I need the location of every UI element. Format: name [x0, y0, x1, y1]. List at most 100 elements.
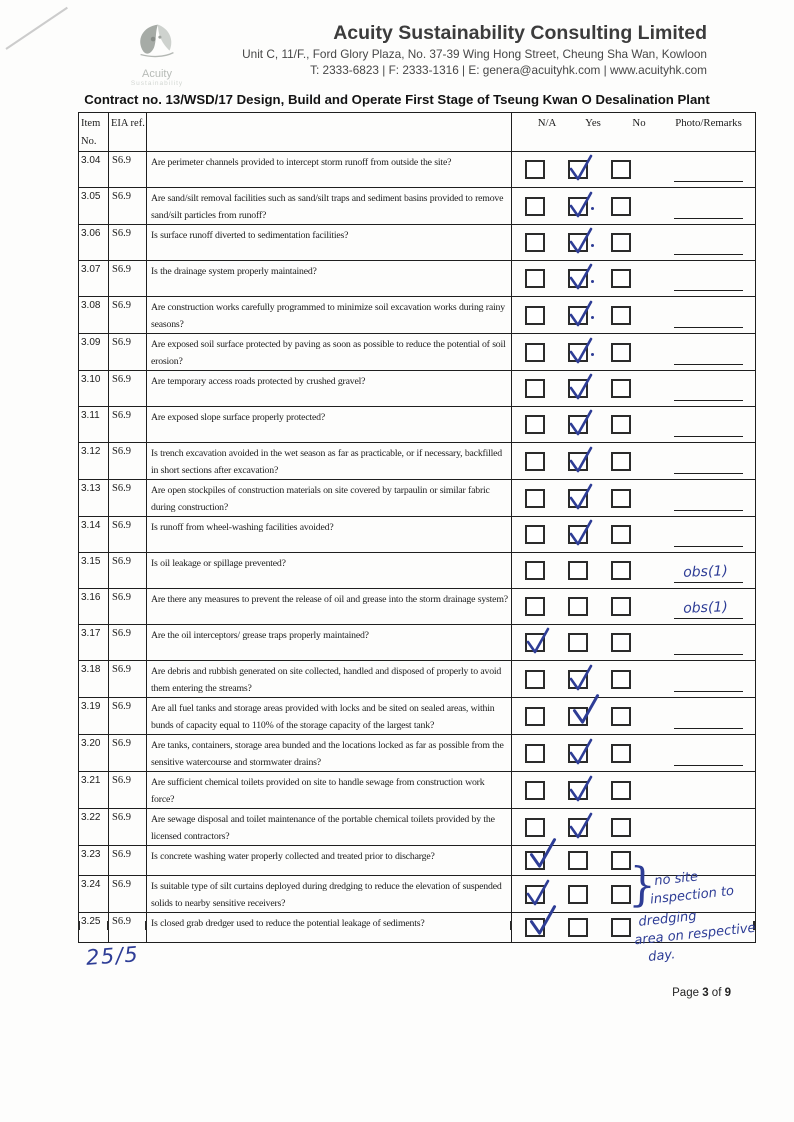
answer-cell — [511, 516, 756, 553]
scan-artifact-stub — [107, 921, 109, 930]
na-checkbox[interactable] — [525, 597, 545, 616]
no-checkbox[interactable] — [611, 743, 631, 763]
item-no-cell: 3.24 — [78, 875, 109, 913]
handwritten-note: no site inspection to dredging area on resp… — [634, 858, 794, 966]
na-checkbox[interactable] — [525, 488, 545, 508]
yes-checkbox[interactable] — [568, 300, 594, 326]
answer-cell — [511, 187, 756, 225]
na-checkbox[interactable] — [525, 669, 545, 689]
table-row: 3.18 S6.9 Are debris and rubbish generat… — [78, 660, 756, 698]
table-row: 3.16 S6.9 Are there any measures to prev… — [78, 588, 756, 625]
no-checkbox[interactable] — [611, 780, 631, 800]
na-checkbox[interactable] — [525, 817, 545, 837]
yes-checkbox[interactable] — [568, 483, 593, 509]
no-checkbox[interactable] — [611, 597, 631, 616]
yes-checkbox[interactable] — [568, 561, 588, 580]
yes-checkbox[interactable] — [568, 851, 588, 870]
no-checkbox[interactable] — [611, 851, 631, 870]
check-tick-icon — [569, 775, 593, 801]
na-checkbox[interactable] — [525, 561, 545, 580]
na-checkbox[interactable] — [525, 627, 550, 654]
na-checkbox[interactable] — [525, 706, 545, 726]
answer-cell — [511, 224, 756, 261]
yes-checkbox[interactable] — [568, 227, 594, 254]
yes-checkbox[interactable] — [568, 337, 594, 363]
yes-checkbox[interactable] — [568, 519, 593, 546]
item-no-cell: 3.12 — [78, 442, 109, 480]
eia-ref-cell: S6.9 — [108, 624, 147, 661]
no-checkbox[interactable] — [611, 160, 631, 179]
na-checkbox[interactable] — [525, 838, 557, 870]
yes-checkbox[interactable] — [568, 263, 594, 290]
no-checkbox[interactable] — [611, 525, 631, 544]
na-checkbox[interactable] — [525, 160, 545, 179]
table-row: 3.11 S6.9 Are exposed slope surface prop… — [78, 406, 756, 443]
item-no-cell: 3.13 — [78, 479, 109, 517]
remark-area — [662, 625, 749, 660]
item-no-cell: 3.09 — [78, 333, 109, 371]
no-checkbox[interactable] — [611, 305, 631, 325]
na-checkbox[interactable] — [525, 379, 545, 398]
yes-checkbox[interactable] — [568, 664, 593, 690]
table-row: 3.23 S6.9 Is concrete washing water prop… — [78, 838, 756, 876]
table-row: 3.10 S6.9 Are temporary access roads pro… — [78, 370, 756, 407]
answer-cell — [511, 370, 756, 407]
na-checkbox[interactable] — [525, 233, 545, 252]
no-checkbox[interactable] — [611, 342, 631, 362]
yes-checkbox[interactable] — [568, 633, 588, 652]
yes-checkbox[interactable] — [568, 918, 588, 937]
na-checkbox[interactable] — [525, 525, 545, 544]
na-checkbox[interactable] — [525, 743, 545, 763]
remark-underline — [674, 254, 743, 255]
check-tick-icon — [569, 409, 593, 436]
na-checkbox[interactable] — [525, 879, 550, 905]
yes-checkbox[interactable] — [568, 409, 593, 436]
no-checkbox[interactable] — [611, 269, 631, 288]
remark-area — [662, 152, 749, 187]
eia-ref-cell: S6.9 — [108, 808, 147, 846]
table-row: 3.24 S6.9 Is suitable type of silt curta… — [78, 875, 756, 913]
question-cell: Is trench excavation avoided in the wet … — [146, 442, 512, 480]
no-checkbox[interactable] — [611, 918, 631, 937]
yes-checkbox[interactable] — [568, 775, 593, 801]
no-checkbox[interactable] — [611, 884, 631, 904]
na-checkbox[interactable] — [525, 451, 545, 471]
eia-ref-cell: S6.9 — [108, 588, 147, 625]
no-checkbox[interactable] — [611, 633, 631, 652]
yes-checkbox[interactable] — [568, 738, 593, 764]
yes-checkbox[interactable] — [568, 446, 593, 472]
yes-checkbox[interactable] — [568, 373, 593, 400]
yes-checkbox[interactable] — [568, 812, 593, 838]
remark-text: obs(1) — [682, 563, 729, 581]
na-checkbox[interactable] — [525, 342, 545, 362]
table-row: 3.06 S6.9 Is surface runoff diverted to … — [78, 224, 756, 261]
table-row: 3.19 S6.9 Are all fuel tanks and storage… — [78, 693, 756, 735]
yes-checkbox[interactable] — [568, 154, 593, 181]
answer-cell — [511, 808, 756, 846]
table-row: 3.07 S6.9 Is the drainage system properl… — [78, 260, 756, 297]
no-checkbox[interactable] — [611, 415, 631, 434]
no-checkbox[interactable] — [611, 669, 631, 689]
yes-checkbox[interactable] — [568, 597, 588, 616]
na-checkbox[interactable] — [525, 780, 545, 800]
na-checkbox[interactable] — [525, 196, 545, 216]
handwritten-date: 25/5 — [85, 942, 140, 970]
yes-checkbox[interactable] — [568, 884, 588, 904]
no-checkbox[interactable] — [611, 451, 631, 471]
no-checkbox[interactable] — [611, 706, 631, 726]
yes-checkbox[interactable] — [568, 191, 594, 217]
na-checkbox[interactable] — [525, 415, 545, 434]
no-checkbox[interactable] — [611, 561, 631, 580]
no-checkbox[interactable] — [611, 196, 631, 216]
na-checkbox[interactable] — [525, 269, 545, 288]
answer-cell — [511, 442, 756, 480]
no-checkbox[interactable] — [611, 233, 631, 252]
no-checkbox[interactable] — [611, 817, 631, 837]
na-column-label: N/A — [537, 117, 557, 129]
na-checkbox[interactable] — [525, 305, 545, 325]
yes-checkbox[interactable] — [568, 693, 600, 726]
na-checkbox[interactable] — [525, 905, 557, 937]
no-checkbox[interactable] — [611, 488, 631, 508]
remark-area — [662, 225, 749, 260]
no-checkbox[interactable] — [611, 379, 631, 398]
